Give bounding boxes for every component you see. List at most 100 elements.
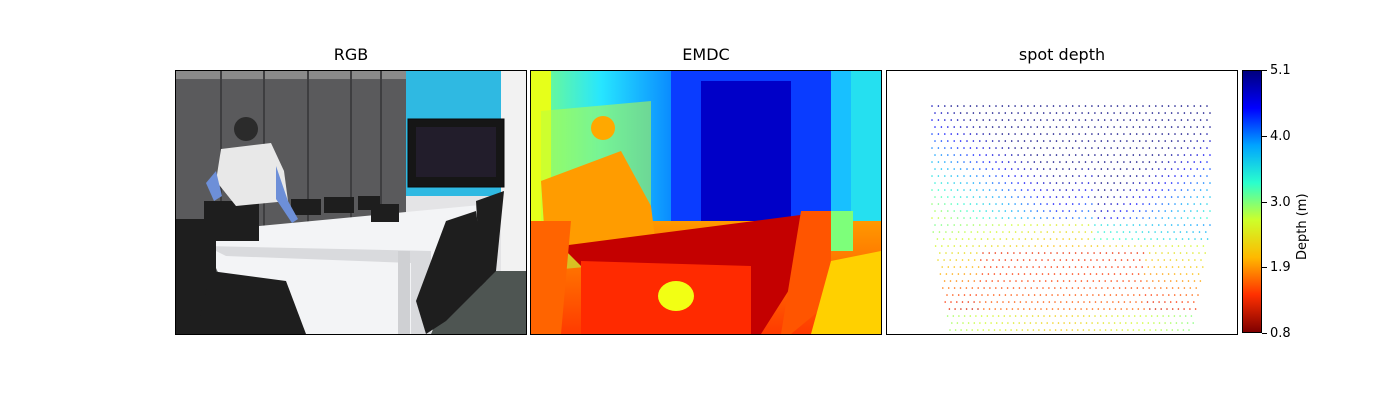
depth-spot	[1068, 294, 1071, 296]
depth-spot	[1190, 140, 1192, 142]
depth-spot	[1167, 252, 1169, 254]
depth-spot	[1039, 294, 1042, 296]
depth-spot	[1084, 119, 1087, 121]
depth-spot	[1049, 210, 1051, 212]
depth-spot	[1100, 196, 1103, 198]
depth-spot	[974, 238, 976, 240]
depth-spot	[1153, 266, 1156, 268]
depth-spot	[1132, 112, 1135, 114]
depth-spot	[1086, 294, 1088, 296]
depth-spot	[1123, 266, 1125, 268]
depth-spot	[1151, 168, 1154, 170]
depth-spot	[969, 105, 972, 107]
depth-spot	[1174, 189, 1176, 191]
depth-spot	[1164, 182, 1166, 184]
depth-spot	[1091, 105, 1093, 107]
depth-spot	[1129, 133, 1132, 135]
depth-spot	[1078, 189, 1080, 191]
depth-spot	[1007, 133, 1010, 135]
depth-spot	[1105, 252, 1108, 254]
depth-spot	[931, 105, 933, 107]
depth-spot	[1046, 245, 1049, 247]
depth-spot	[1170, 168, 1173, 170]
depth-spot	[1004, 182, 1007, 184]
depth-spot	[1043, 329, 1046, 331]
depth-spot	[1151, 126, 1154, 128]
depth-spot	[1167, 315, 1170, 317]
depth-spot	[950, 133, 952, 135]
depth-spot	[947, 245, 949, 247]
depth-spot	[1158, 168, 1160, 170]
depth-spot	[1025, 301, 1027, 303]
depth-spot	[1162, 294, 1164, 296]
depth-spot	[1092, 280, 1095, 282]
depth-spot	[1093, 329, 1096, 331]
depth-spot	[1083, 273, 1086, 275]
depth-spot	[1132, 182, 1135, 184]
depth-spot	[1202, 196, 1205, 198]
depth-spot	[1124, 252, 1126, 254]
depth-spot	[1039, 189, 1042, 191]
depth-spot	[1023, 273, 1026, 275]
depth-spot	[1006, 252, 1009, 254]
depth-spot	[1187, 175, 1189, 177]
depth-spot	[963, 161, 965, 163]
depth-spot	[1156, 294, 1158, 296]
depth-spot	[1155, 273, 1158, 275]
depth-spot	[1109, 231, 1112, 233]
depth-spot	[1148, 133, 1151, 135]
depth-spot	[944, 203, 946, 205]
depth-spot	[1116, 203, 1119, 205]
depth-spot	[1004, 294, 1007, 296]
depth-spot	[1068, 126, 1071, 128]
depth-spot	[1161, 161, 1163, 163]
depth-spot	[1091, 119, 1093, 121]
depth-spot	[1110, 133, 1112, 135]
depth-spot	[1175, 280, 1178, 282]
depth-spot	[995, 203, 997, 205]
depth-spot	[944, 161, 946, 163]
depth-spot	[953, 126, 955, 128]
depth-spot	[1142, 203, 1144, 205]
depth-spot	[990, 301, 993, 303]
depth-spot	[1174, 175, 1176, 177]
depth-spot	[959, 245, 962, 247]
depth-spot	[1153, 322, 1155, 324]
depth-spot	[1177, 245, 1180, 247]
depth-spot	[936, 238, 939, 240]
depth-spot	[1209, 154, 1211, 156]
depth-spot	[1134, 245, 1136, 247]
depth-spot	[1135, 161, 1138, 163]
depth-spot	[1180, 217, 1183, 219]
depth-spot	[1087, 168, 1090, 170]
depth-spot	[988, 133, 991, 135]
depth-spot	[1149, 329, 1151, 331]
depth-spot	[1068, 322, 1071, 324]
depth-spot	[1045, 294, 1047, 296]
depth-spot	[997, 280, 999, 282]
depth-spot	[1199, 147, 1202, 149]
depth-spot	[1119, 273, 1122, 275]
depth-spot	[1117, 301, 1120, 303]
depth-spot	[1030, 112, 1032, 114]
depth-spot	[1161, 119, 1163, 121]
depth-spot	[1125, 238, 1127, 240]
depth-spot	[1142, 175, 1144, 177]
depth-spot	[1081, 224, 1083, 226]
depth-spot	[1084, 161, 1087, 163]
depth-spot	[1103, 119, 1106, 121]
depth-spot	[1020, 161, 1023, 163]
depth-spot	[1129, 119, 1132, 121]
depth-spot	[1119, 182, 1122, 184]
depth-spot	[947, 126, 949, 128]
depth-spot	[1095, 287, 1097, 289]
depth-spot	[1000, 252, 1003, 254]
depth-spot	[1189, 266, 1192, 268]
depth-spot	[1122, 315, 1125, 317]
depth-spot	[931, 161, 933, 163]
depth-spot	[1199, 133, 1202, 135]
depth-spot	[1094, 140, 1096, 142]
depth-spot	[1033, 161, 1036, 163]
depth-spot	[1043, 252, 1046, 254]
depth-spot	[931, 147, 933, 149]
